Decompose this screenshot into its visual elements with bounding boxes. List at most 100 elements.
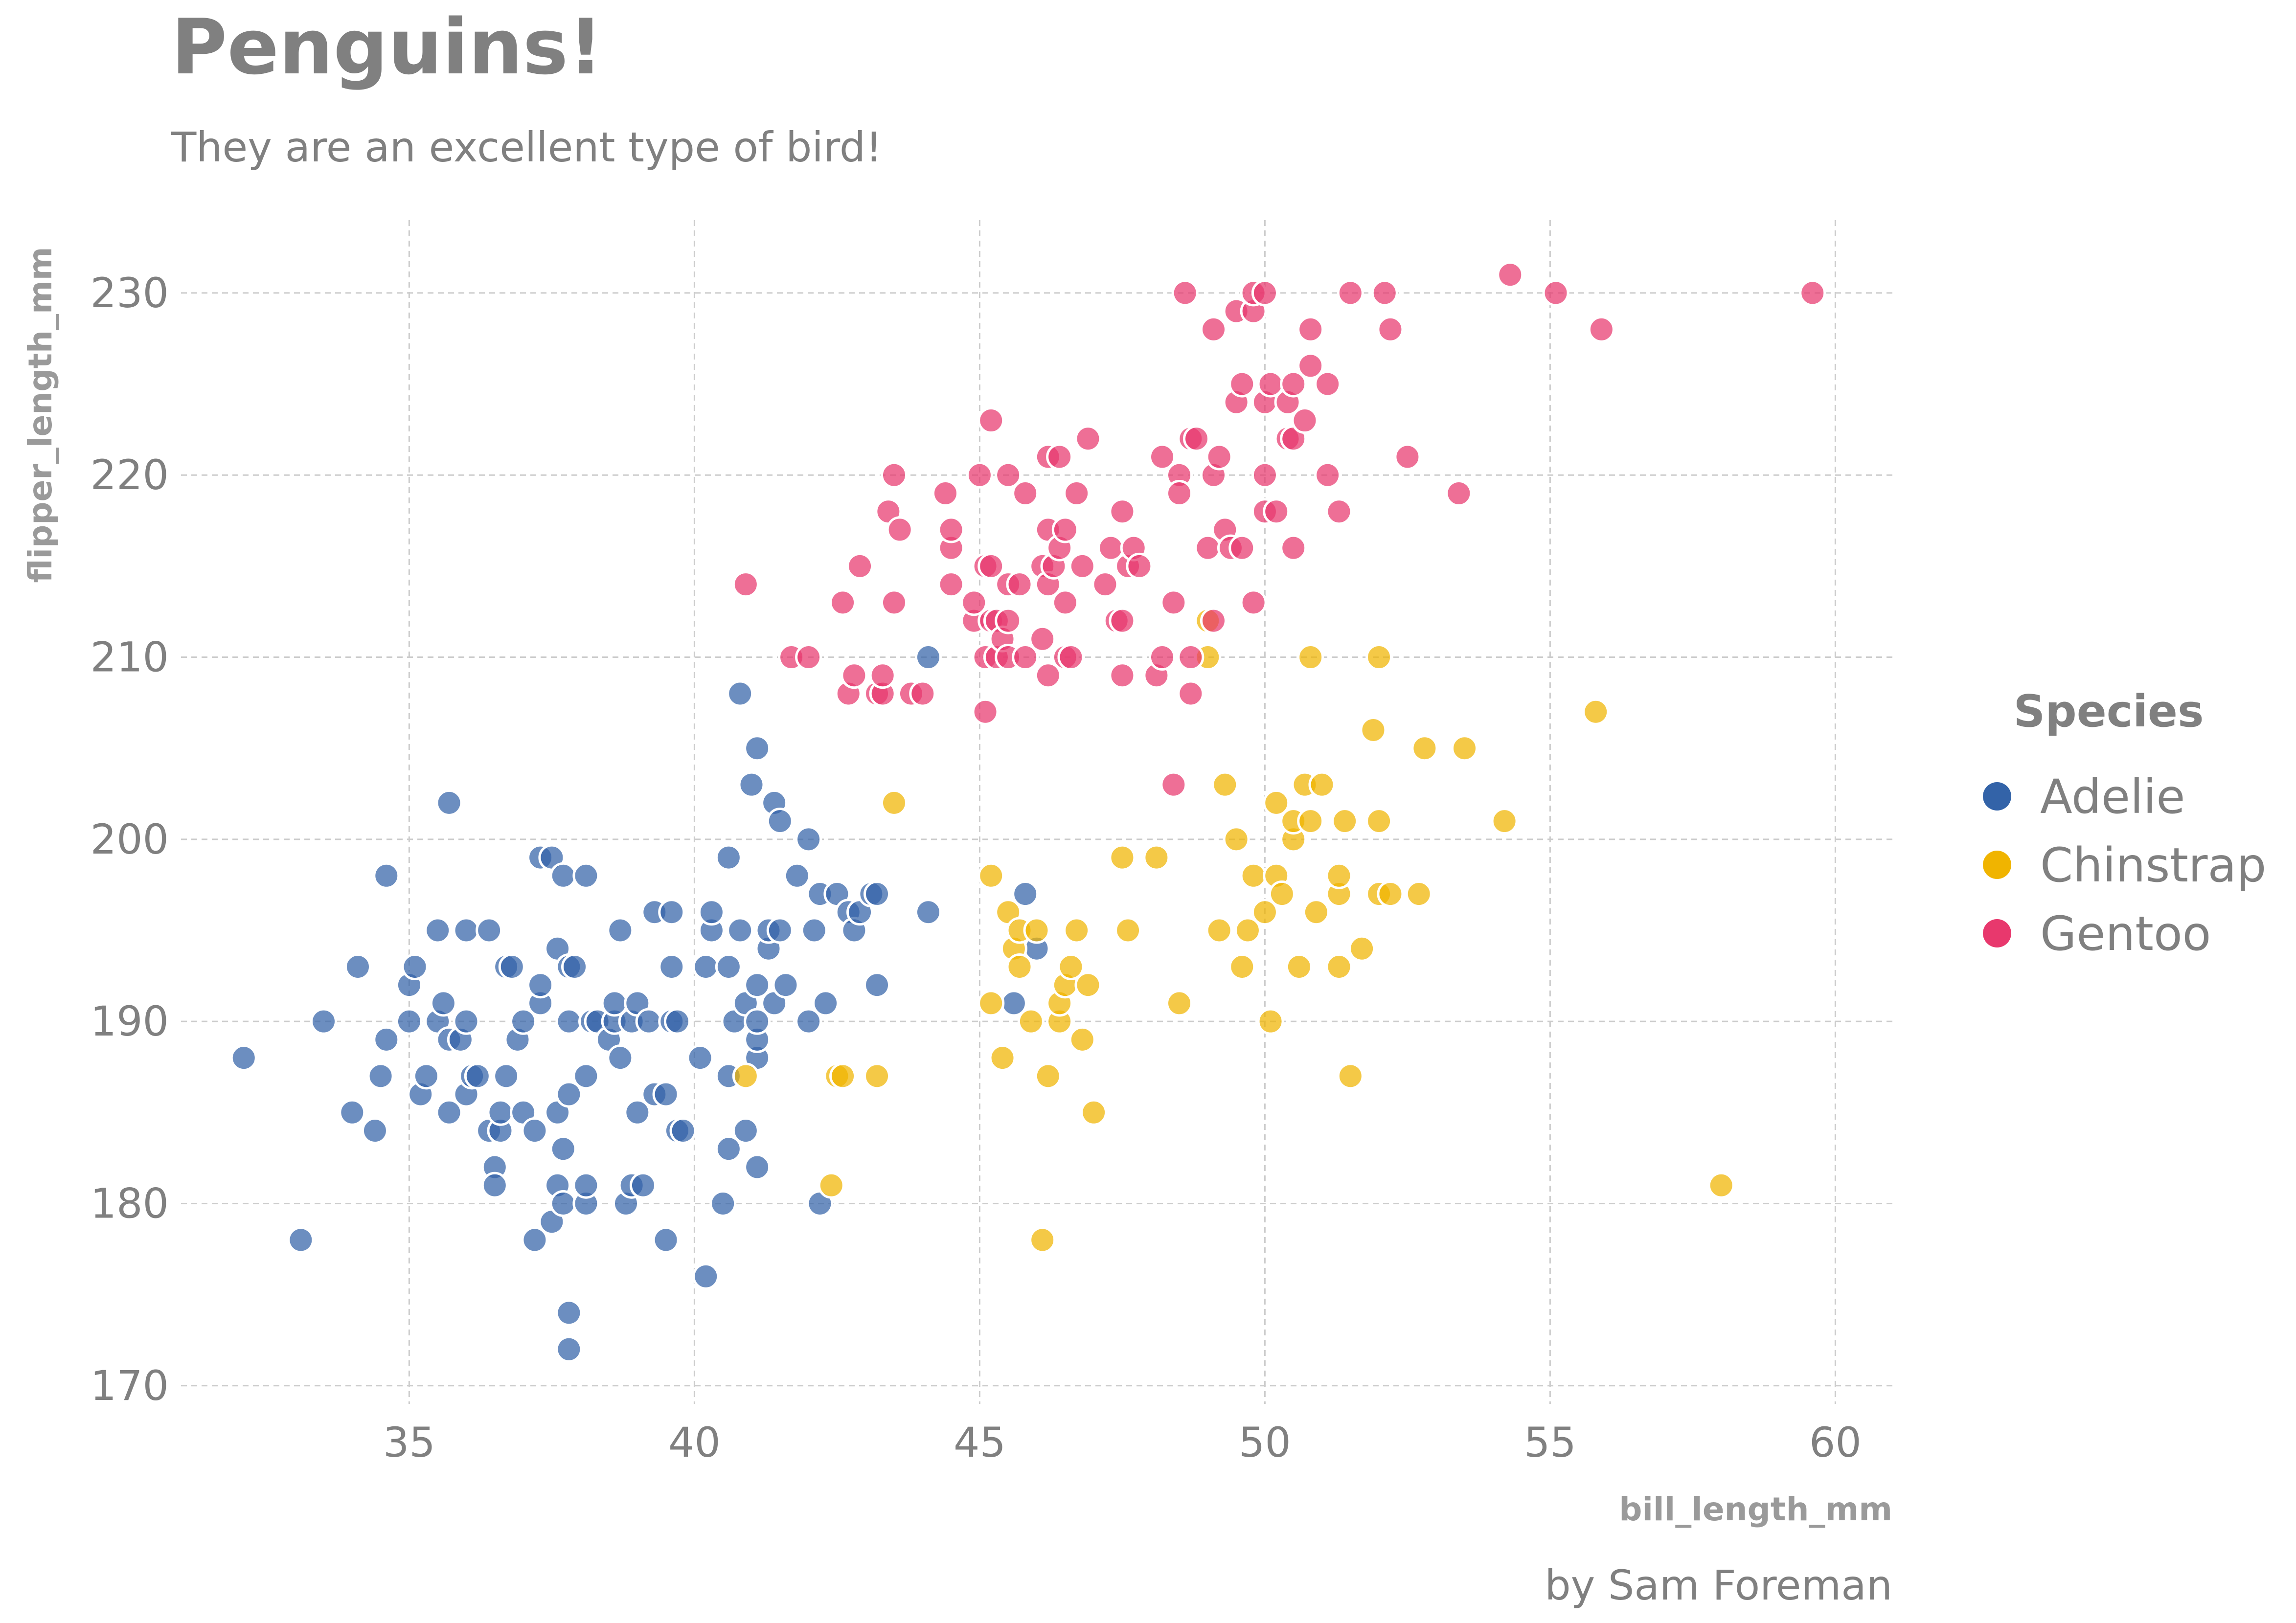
point-adelie [481,1172,508,1199]
point-adelie [412,1062,440,1090]
point-chinstrap [978,990,1005,1017]
point-chinstrap [1068,1026,1096,1053]
point-gentoo [972,698,999,725]
point-chinstrap [1063,917,1091,944]
point-gentoo [1377,316,1404,343]
point-gentoo [881,589,908,616]
point-gentoo [937,516,965,543]
point-gentoo [978,552,1005,580]
point-chinstrap [1251,899,1278,926]
point-adelie [510,1008,537,1035]
point-adelie [555,1081,583,1108]
point-adelie [766,917,794,944]
point-gentoo [1325,498,1353,525]
point-chinstrap [1114,917,1142,944]
point-chinstrap [978,862,1005,889]
point-gentoo [1160,589,1187,616]
point-adelie [435,789,463,816]
point-adelie [652,1226,680,1254]
point-chinstrap [1211,771,1239,798]
point-chinstrap [1006,953,1033,980]
point-adelie [692,953,720,980]
point-adelie [812,990,840,1017]
point-gentoo [1314,370,1341,398]
point-adelie [527,971,554,999]
point-chinstrap [1405,880,1432,908]
point-gentoo [995,607,1022,634]
point-chinstrap [732,1062,759,1090]
series-gentoo [732,261,1826,798]
point-gentoo [960,589,988,616]
legend-marker-gentoo [1983,919,2011,947]
point-chinstrap [1143,844,1170,871]
y-tick-label: 200 [91,815,169,863]
legend-marker-chinstrap [1983,851,2011,879]
point-adelie [424,917,452,944]
point-adelie [373,1026,400,1053]
point-gentoo [1297,316,1324,343]
point-gentoo [1228,534,1256,562]
point-gentoo [1200,316,1227,343]
point-adelie [715,844,742,871]
point-adelie [652,1081,680,1108]
point-adelie [521,1226,548,1254]
chart-subtitle: They are an excellent type of bird! [171,123,882,171]
point-chinstrap [1240,862,1267,889]
point-chinstrap [1034,1062,1062,1090]
point-adelie [658,899,685,926]
point-adelie [339,1099,366,1126]
y-tick-label: 230 [91,269,169,317]
point-chinstrap [1325,862,1353,889]
point-gentoo [1012,479,1039,507]
point-chinstrap [1707,1172,1735,1199]
point-gentoo [1029,625,1056,653]
point-adelie [715,1135,742,1163]
point-chinstrap [1377,880,1404,908]
point-gentoo [1166,479,1193,507]
point-chinstrap [1331,808,1359,835]
point-adelie [549,1135,577,1163]
point-chinstrap [1023,917,1050,944]
point-chinstrap [1029,1226,1056,1254]
x-tick-label: 55 [1524,1419,1576,1466]
point-adelie [430,990,457,1017]
point-adelie [692,1262,720,1290]
point-gentoo [1497,261,1524,289]
y-axis-ticks: 170 180 190 200 210 220 230 [91,269,169,1410]
legend-marker-adelie [1983,782,2011,811]
point-adelie [727,680,754,707]
point-gentoo [886,516,913,543]
point-chinstrap [881,789,908,816]
point-gentoo [1012,644,1039,671]
legend-label-gentoo: Gentoo [2040,906,2211,961]
point-adelie [783,862,811,889]
point-gentoo [829,589,857,616]
point-gentoo [1109,607,1136,634]
point-adelie [344,953,371,980]
point-adelie [795,1008,822,1035]
point-adelie [709,1190,737,1217]
point-adelie [549,862,577,889]
point-gentoo [909,680,936,707]
point-gentoo [1314,461,1341,489]
point-chinstrap [1365,808,1393,835]
point-gentoo [732,571,759,598]
point-gentoo [1280,370,1307,398]
point-adelie [738,771,765,798]
point-adelie [453,917,480,944]
point-gentoo [1051,589,1079,616]
point-gentoo [1371,279,1398,307]
point-adelie [914,899,942,926]
point-adelie [555,1008,583,1035]
point-adelie [367,1062,394,1090]
point-adelie [1012,880,1039,908]
legend-title: Species [2013,686,2204,737]
point-gentoo [1337,279,1364,307]
point-adelie [549,1190,577,1217]
point-gentoo [1074,425,1102,452]
point-chinstrap [1491,808,1518,835]
point-chinstrap [1080,1099,1108,1126]
point-chinstrap [1337,1062,1364,1090]
point-gentoo [1588,316,1615,343]
